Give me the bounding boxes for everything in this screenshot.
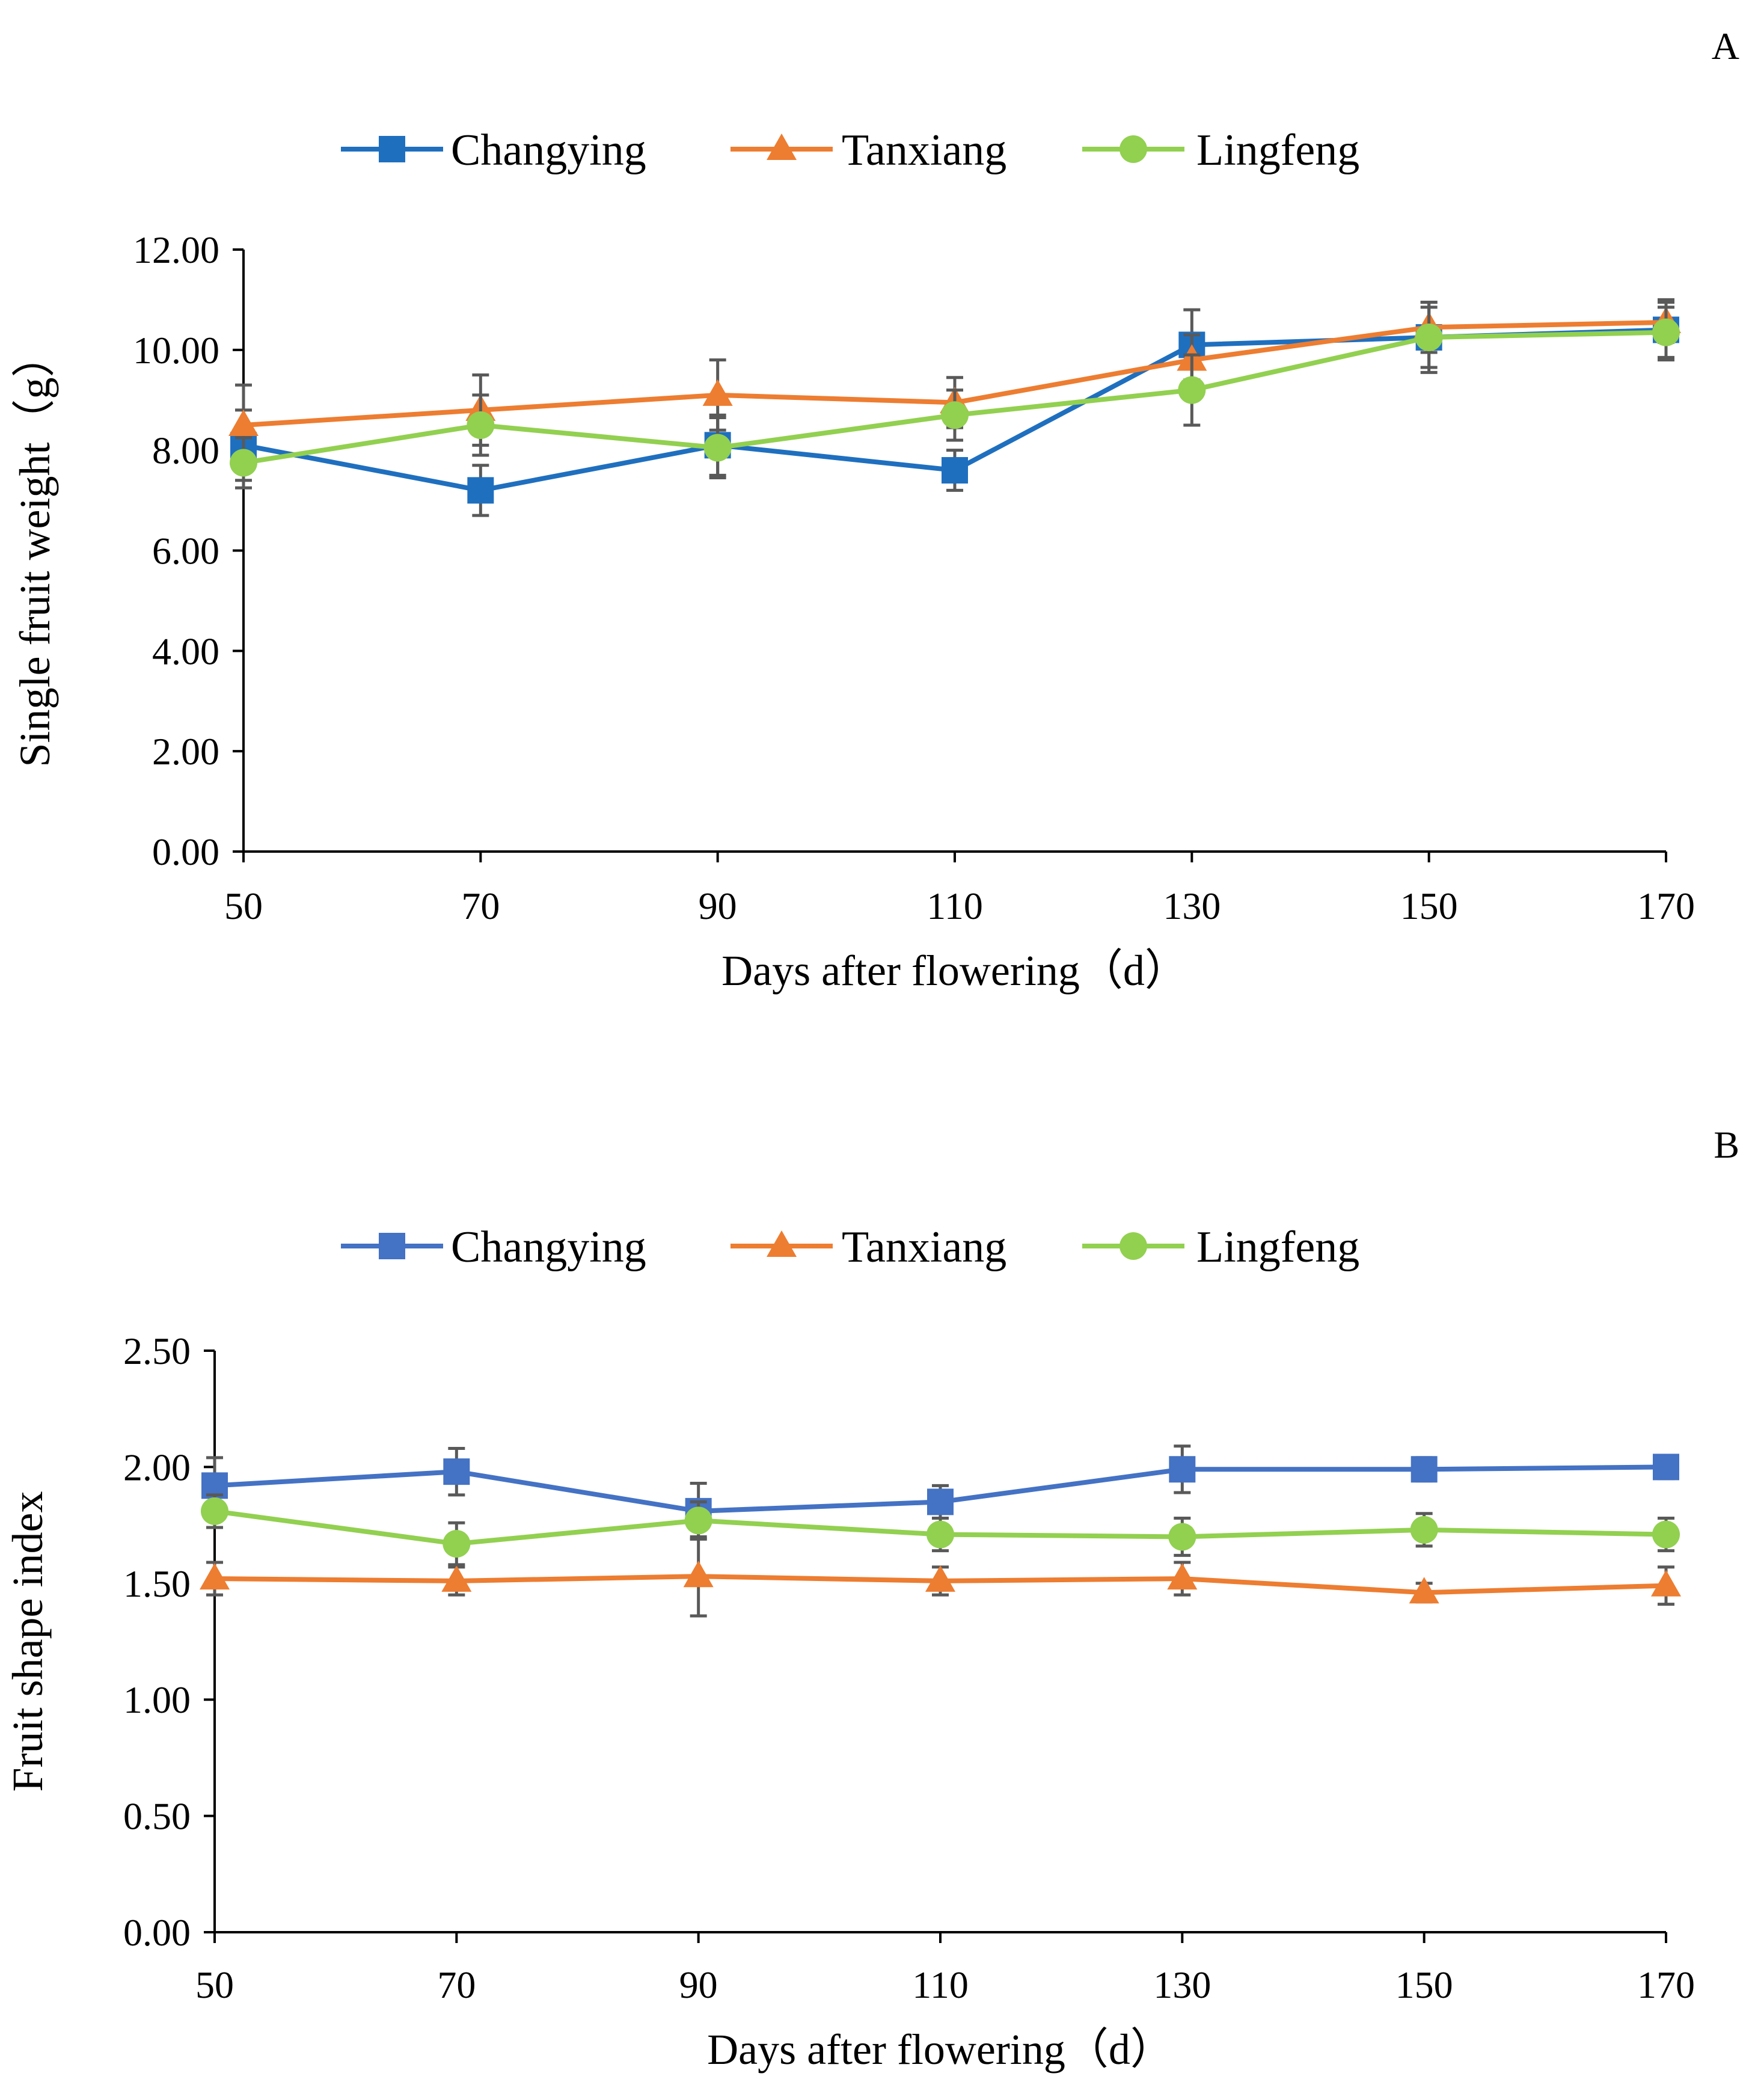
legend-label: Changying <box>451 126 646 175</box>
data-point <box>1409 1577 1439 1604</box>
legend-label: Lingfeng <box>1196 126 1359 175</box>
y-tick-label: 1.50 <box>123 1562 191 1605</box>
x-tick-label: 90 <box>699 885 737 927</box>
data-point <box>201 1497 228 1525</box>
legend-label: Lingfeng <box>1196 1223 1359 1272</box>
y-tick-label: 0.00 <box>123 1911 191 1954</box>
data-point <box>927 1488 954 1515</box>
legend-item-lingfeng: Lingfeng <box>1082 1223 1359 1272</box>
x-tick-label: 130 <box>1163 885 1221 927</box>
chart-panel-b: B 0.00 0.50 1.00 1.50 2.00 2.50 50 70 90 110 130 150… <box>4 1123 1739 2074</box>
data-point <box>230 449 257 477</box>
y-tick-label: 2.00 <box>123 1446 191 1488</box>
data-point <box>702 379 733 406</box>
y-axis-title: Fruit shape index <box>4 1491 52 1792</box>
series-lingfeng <box>230 305 1680 490</box>
legend-label: Tanxiang <box>842 1223 1006 1272</box>
y-tick-label: 2.50 <box>123 1330 191 1372</box>
data-point <box>683 1561 714 1588</box>
data-point <box>941 401 969 429</box>
x-tick-label: 170 <box>1637 885 1695 927</box>
x-tick-label: 110 <box>912 1963 969 2006</box>
x-tick-label: 70 <box>437 1963 476 2006</box>
y-axis-title: Single fruit weight（g） <box>11 334 59 767</box>
data-point <box>1169 1456 1196 1483</box>
data-point <box>684 1506 712 1535</box>
data-point <box>1410 1456 1438 1483</box>
y-tick-label: 4.00 <box>152 630 219 672</box>
legend-marker <box>1120 135 1147 163</box>
x-tick-label: 50 <box>224 885 263 927</box>
data-point <box>927 1520 954 1549</box>
x-tick-label: 110 <box>927 885 983 927</box>
legend-marker <box>1120 1232 1147 1260</box>
data-point <box>467 477 494 504</box>
data-point <box>1410 1515 1438 1544</box>
legend-marker <box>767 1230 797 1257</box>
y-tick-label: 6.00 <box>152 530 219 573</box>
legend-marker <box>379 1233 405 1259</box>
legend-item-changying: Changying <box>341 1223 646 1272</box>
data-point <box>443 1458 470 1485</box>
data-point <box>200 1563 230 1590</box>
legend-item-tanxiang: Tanxiang <box>731 126 1006 175</box>
data-point <box>1653 1454 1679 1481</box>
x-tick-label: 50 <box>195 1963 234 2006</box>
legend-item-tanxiang: Tanxiang <box>731 1223 1006 1272</box>
legend-label: Changying <box>451 1223 646 1272</box>
y-tick-label: 2.00 <box>152 730 219 773</box>
y-tick-label: 8.00 <box>152 429 219 472</box>
series-lingfeng <box>201 1493 1680 1567</box>
data-point <box>1178 376 1206 404</box>
legend-marker <box>379 136 405 162</box>
legend-item-lingfeng: Lingfeng <box>1082 126 1359 175</box>
x-tick-label: 70 <box>461 885 500 927</box>
x-axis-title: Days after flowering（d） <box>721 947 1188 995</box>
y-tick-label: 12.00 <box>133 229 219 271</box>
x-tick-label: 130 <box>1153 1963 1211 2006</box>
data-point <box>1652 318 1680 346</box>
y-tick-label: 10.00 <box>133 329 219 372</box>
series-changying <box>201 1445 1679 1541</box>
data-point <box>1651 1570 1681 1597</box>
data-point <box>228 409 259 436</box>
x-tick-label: 90 <box>679 1963 718 2006</box>
y-tick-label: 0.50 <box>123 1795 191 1838</box>
data-point <box>1415 323 1443 351</box>
data-point <box>467 411 495 439</box>
data-point <box>1168 1523 1196 1551</box>
data-point <box>443 1530 471 1558</box>
y-tick-label: 0.00 <box>152 830 219 873</box>
panel-letter: B <box>1714 1123 1739 1166</box>
data-point <box>925 1565 955 1592</box>
legend-item-changying: Changying <box>341 126 646 175</box>
data-point <box>1167 1563 1198 1590</box>
series-tanxiang <box>200 1535 1681 1618</box>
legend: Changying Tanxiang Lingfeng <box>341 126 1359 175</box>
data-point <box>703 434 732 462</box>
legend: Changying Tanxiang Lingfeng <box>341 1223 1359 1272</box>
data-point <box>441 1565 472 1592</box>
data-point <box>1652 1520 1680 1549</box>
x-tick-label: 150 <box>1395 1963 1453 2006</box>
x-axis-title: Days after flowering（d） <box>707 2025 1174 2074</box>
legend-label: Tanxiang <box>842 126 1006 175</box>
x-tick-label: 170 <box>1637 1963 1695 2006</box>
y-tick-label: 1.00 <box>123 1678 191 1721</box>
chart-panel-a: A 0.00 2.00 4.00 6.00 8.00 10.00 12.00 50 70 90 110… <box>11 25 1739 995</box>
x-tick-label: 150 <box>1400 885 1458 927</box>
data-point <box>942 457 968 484</box>
panel-letter: A <box>1712 25 1739 67</box>
legend-marker <box>767 134 797 160</box>
